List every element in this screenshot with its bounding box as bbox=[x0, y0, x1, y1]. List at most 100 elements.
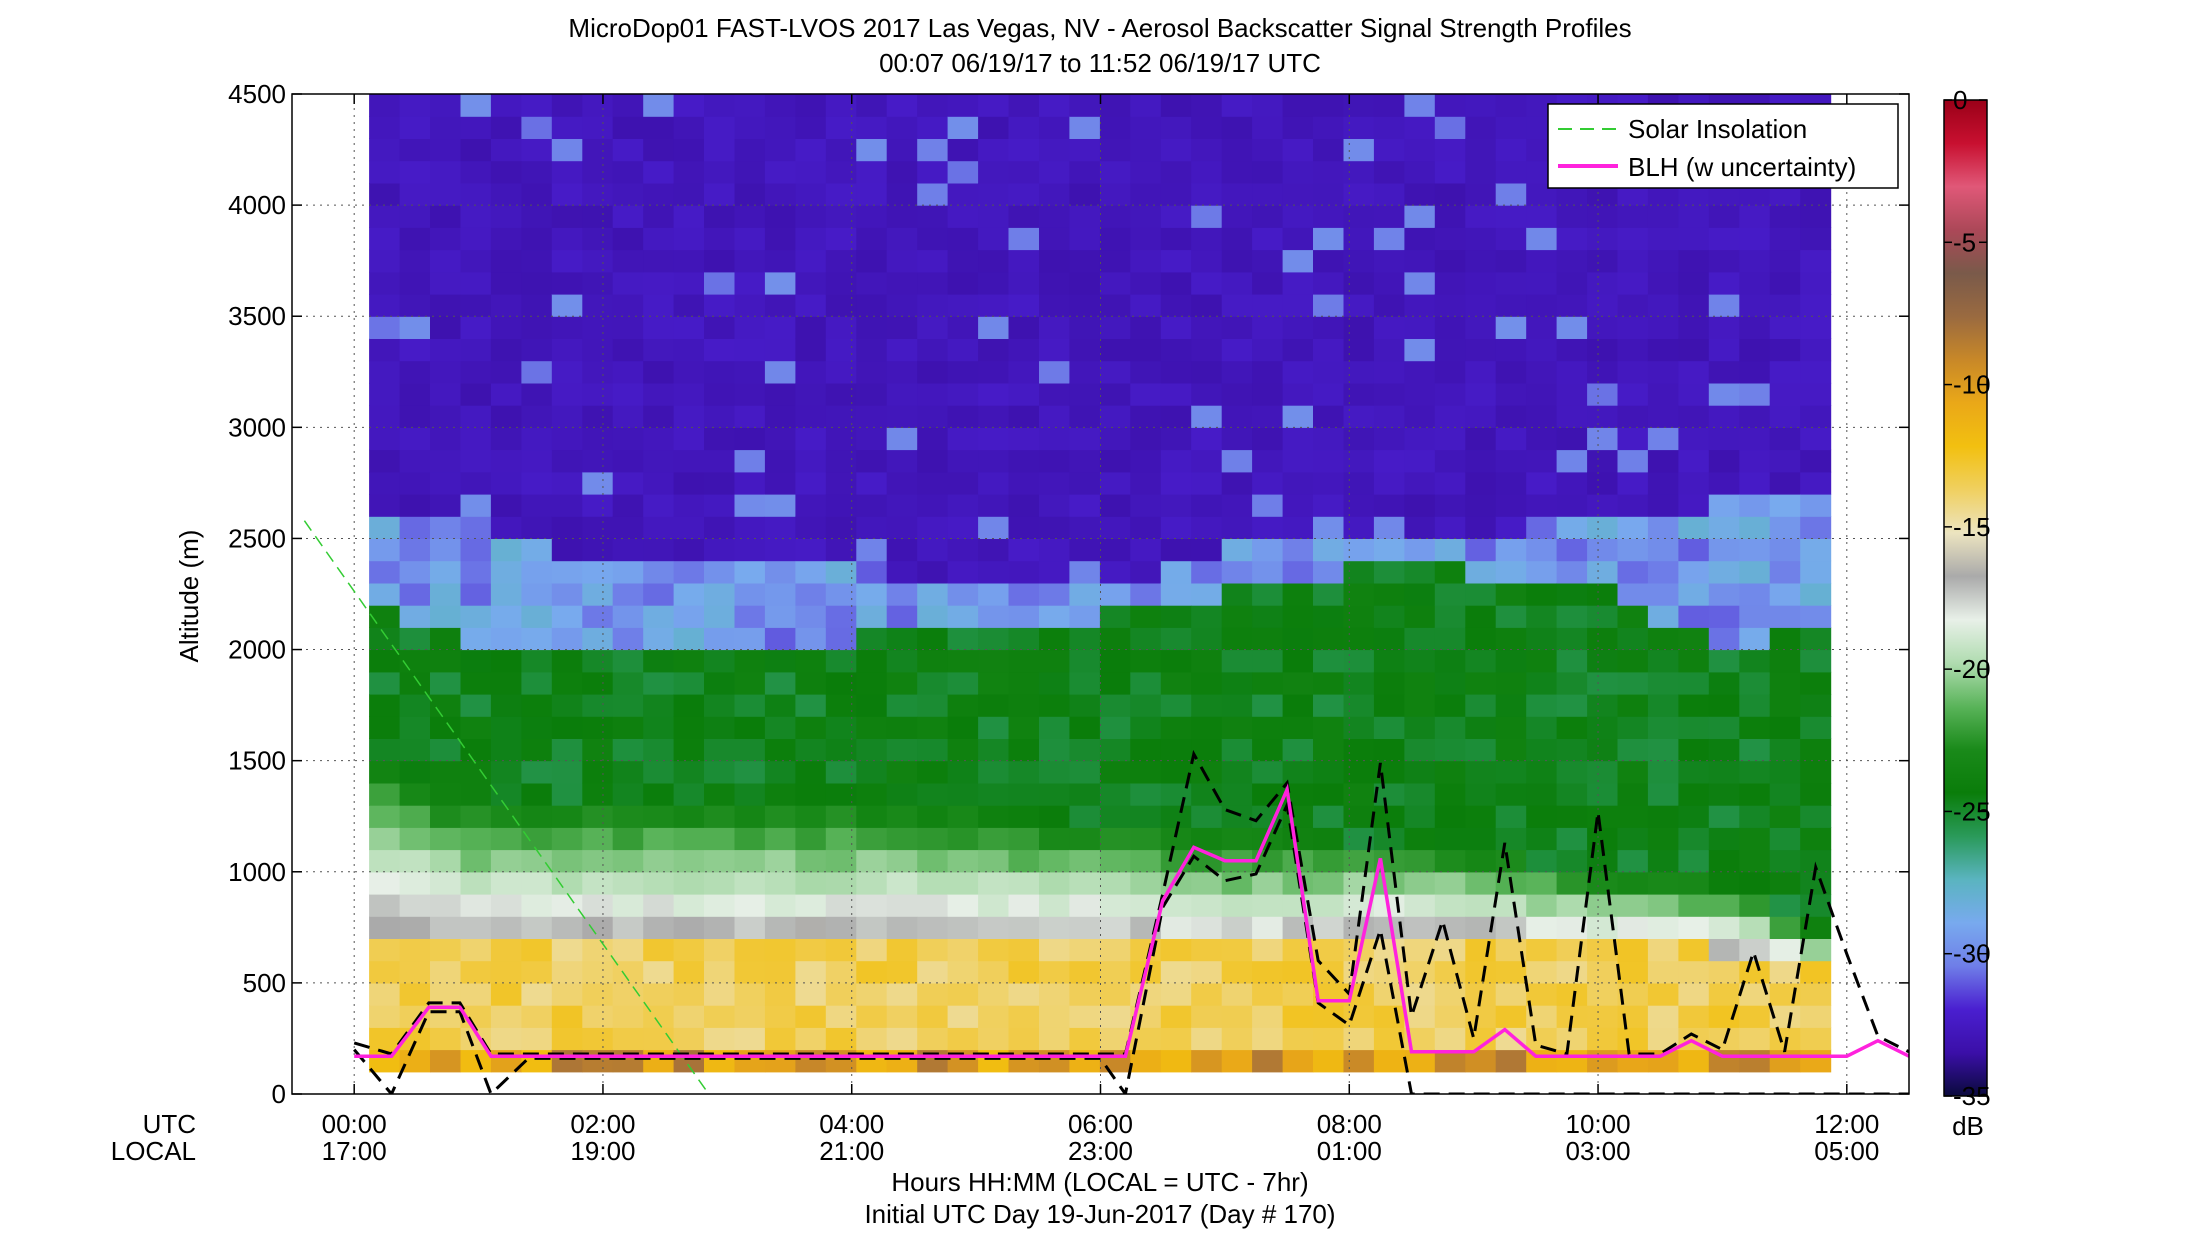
heatmap-cell bbox=[795, 227, 827, 251]
heatmap-cell bbox=[1069, 494, 1101, 517]
heatmap-cell bbox=[1130, 582, 1162, 606]
heatmap-cell bbox=[1191, 1005, 1223, 1028]
heatmap-cell bbox=[1495, 494, 1527, 517]
heatmap-cell bbox=[1099, 982, 1131, 1006]
heatmap-cell bbox=[795, 960, 827, 984]
heatmap-cell bbox=[1647, 1005, 1679, 1028]
heatmap-cell bbox=[856, 1027, 888, 1051]
heatmap-cell bbox=[1282, 716, 1314, 739]
heatmap-cell bbox=[947, 1005, 979, 1028]
heatmap-cell bbox=[1678, 716, 1710, 739]
heatmap-cell bbox=[399, 338, 431, 362]
heatmap-cell bbox=[978, 382, 1010, 406]
heatmap-cell bbox=[399, 960, 431, 984]
heatmap-cell bbox=[704, 405, 735, 428]
heatmap-cell bbox=[1587, 938, 1619, 962]
heatmap-cell bbox=[399, 138, 431, 162]
heatmap-cell bbox=[612, 960, 644, 984]
heatmap-cell bbox=[460, 205, 492, 228]
heatmap-cell bbox=[460, 94, 492, 117]
heatmap-cell bbox=[1160, 382, 1192, 406]
heatmap-cell bbox=[1282, 160, 1314, 184]
heatmap-cell bbox=[947, 94, 979, 117]
heatmap-cell bbox=[886, 827, 918, 851]
heatmap-cell bbox=[612, 249, 644, 273]
heatmap-cell bbox=[1191, 338, 1223, 362]
heatmap-cell bbox=[704, 360, 735, 384]
heatmap-cell bbox=[856, 449, 888, 473]
heatmap-cell bbox=[764, 827, 796, 851]
heatmap-cell bbox=[1313, 471, 1344, 495]
heatmap-cell bbox=[947, 938, 979, 962]
heatmap-cell bbox=[734, 649, 766, 673]
heatmap-cell bbox=[1191, 271, 1223, 295]
heatmap-cell bbox=[582, 671, 614, 695]
heatmap-cell bbox=[1739, 938, 1771, 962]
heatmap-cell bbox=[978, 538, 1010, 562]
heatmap-cell bbox=[399, 1049, 431, 1073]
heatmap-cell bbox=[886, 116, 918, 139]
heatmap-cell bbox=[399, 116, 431, 139]
heatmap-cell bbox=[886, 271, 918, 295]
heatmap-cell bbox=[1495, 560, 1527, 584]
heatmap-cell bbox=[521, 760, 553, 784]
heatmap-cell bbox=[1526, 960, 1558, 984]
heatmap-cell bbox=[1465, 94, 1497, 117]
heatmap-cell bbox=[1343, 760, 1375, 784]
heatmap-cell bbox=[1069, 205, 1101, 228]
heatmap-cell bbox=[399, 227, 431, 251]
heatmap-cell bbox=[1647, 294, 1679, 317]
heatmap-cell bbox=[369, 849, 401, 873]
heatmap-cell bbox=[1039, 227, 1070, 251]
heatmap-cell bbox=[430, 471, 461, 495]
heatmap-cell bbox=[460, 649, 492, 673]
heatmap-cell bbox=[430, 316, 461, 339]
heatmap-cell bbox=[978, 449, 1010, 473]
heatmap-cell bbox=[460, 249, 492, 273]
heatmap-cell bbox=[612, 449, 644, 473]
heatmap-cell bbox=[1008, 94, 1040, 117]
heatmap-cell bbox=[886, 294, 918, 317]
colorbar-ticks: 0-5-10-15-20-25-30-35 bbox=[1944, 85, 1991, 1111]
heatmap-cell bbox=[1587, 716, 1619, 739]
heatmap-cell bbox=[1008, 182, 1040, 206]
y-tick-label: 0 bbox=[272, 1079, 286, 1109]
heatmap-cell bbox=[704, 982, 735, 1006]
heatmap-cell bbox=[1313, 1005, 1344, 1028]
heatmap-cell bbox=[1678, 249, 1710, 273]
heatmap-cell bbox=[1647, 205, 1679, 228]
heatmap-cell bbox=[764, 805, 796, 828]
heatmap-cell bbox=[1373, 871, 1405, 895]
heatmap-cell bbox=[643, 871, 675, 895]
legend-solar-label: Solar Insolation bbox=[1628, 114, 1807, 144]
heatmap-cell bbox=[764, 671, 796, 695]
heatmap-cell bbox=[1252, 316, 1284, 339]
heatmap-cell bbox=[856, 694, 888, 717]
heatmap-cell bbox=[1739, 582, 1771, 606]
heatmap-cell bbox=[917, 560, 949, 584]
heatmap-cell bbox=[612, 916, 644, 939]
heatmap-cell bbox=[643, 449, 675, 473]
heatmap-cell bbox=[1404, 871, 1436, 895]
heatmap-cell bbox=[1800, 1027, 1832, 1051]
heatmap-cell bbox=[521, 249, 553, 273]
heatmap-cell bbox=[1769, 805, 1801, 828]
heatmap-cell bbox=[643, 160, 675, 184]
heatmap-cell bbox=[764, 182, 796, 206]
heatmap-cell bbox=[886, 1005, 918, 1028]
heatmap-cell bbox=[1495, 182, 1527, 206]
heatmap-cell bbox=[856, 582, 888, 606]
heatmap-cell bbox=[1465, 538, 1497, 562]
heatmap-cell bbox=[582, 338, 614, 362]
heatmap-cell bbox=[978, 716, 1010, 739]
heatmap-cell bbox=[643, 782, 675, 806]
heatmap-cell bbox=[1587, 960, 1619, 984]
heatmap-cell bbox=[1465, 960, 1497, 984]
heatmap-cell bbox=[1434, 116, 1466, 139]
heatmap-cell bbox=[795, 716, 827, 739]
heatmap-cell bbox=[521, 827, 553, 851]
heatmap-cell bbox=[1313, 627, 1344, 651]
heatmap-cell bbox=[1647, 982, 1679, 1006]
heatmap-cell bbox=[1617, 805, 1649, 828]
heatmap-cell bbox=[1739, 982, 1771, 1006]
